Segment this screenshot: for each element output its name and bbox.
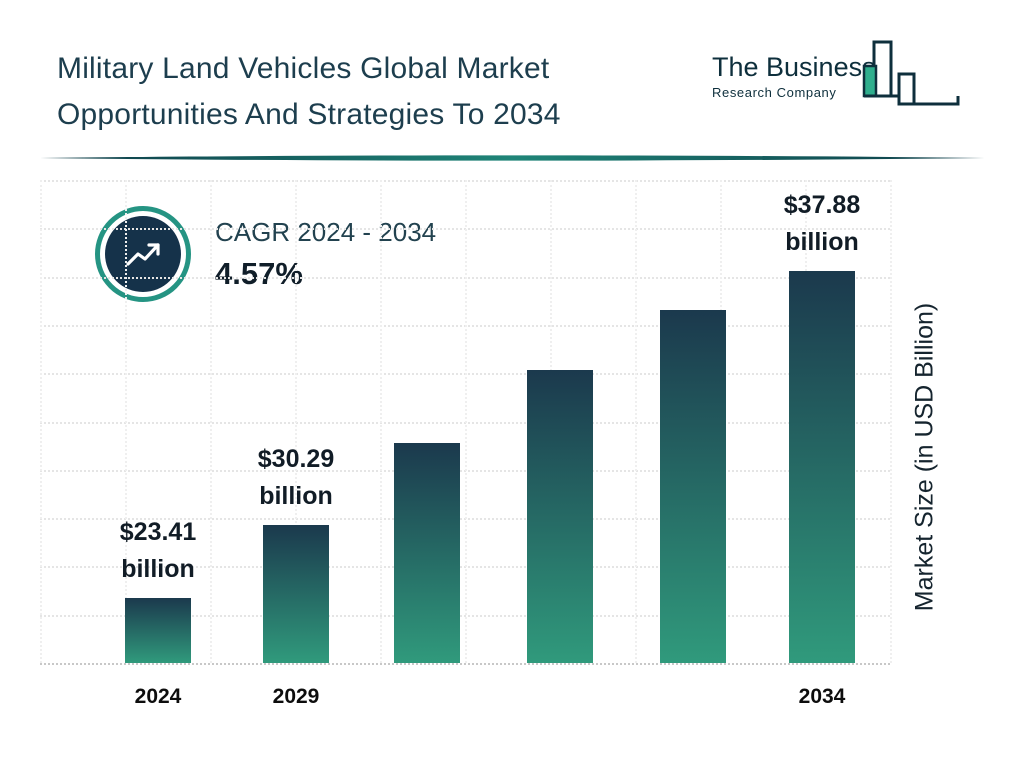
divider-line [40,155,985,161]
cagr-callout: CAGR 2024 - 2034 4.57% [95,206,436,302]
bar-unlabeled-5 [660,310,726,663]
bar-chart: $23.41 billion 2024 $30.29 billion 2029 $37.88… [40,180,892,708]
x-axis-tick-label: 2029 [272,685,320,708]
page-title-line1: Military Land Vehicles Global Market [57,52,550,85]
company-logo: The Business Research Company [712,52,876,100]
logo-name-line1: The Business [712,52,876,82]
v-gridline [295,180,297,663]
bar-2024 [125,598,191,663]
page-title: Military Land Vehicles Global Market Opp… [57,46,561,138]
bar-value-label: $30.29 billion [181,441,411,515]
v-gridline [890,180,892,663]
v-gridline [635,180,637,663]
v-gridline [40,180,42,663]
cagr-label: CAGR 2024 - 2034 [215,216,437,247]
bar-2029 [263,525,329,663]
bar-value-label: $37.88 billion [707,187,937,261]
bar-value-unit: billion [785,228,859,256]
bar-value-unit: billion [259,482,333,510]
cagr-value: 4.57% [215,255,303,291]
bar-unlabeled-3 [394,443,460,663]
bar-slot: $37.88 billion 2034 [784,180,860,708]
x-axis-tick-label: 2024 [134,685,182,708]
bar-chart-logo-icon [862,40,960,106]
logo-name-line2: Research Company [712,85,837,100]
bar-value-label: $23.41 billion [43,514,273,588]
bar-slot [660,180,726,663]
x-axis-baseline [40,663,890,665]
bar-unlabeled-4 [527,370,593,663]
bar-slot: $23.41 billion 2024 [120,180,196,708]
y-axis-label: Market Size (in USD Billion) [910,302,939,612]
bar-slot [527,180,593,663]
bar-value-unit: billion [121,555,195,583]
v-gridline [465,180,467,663]
v-gridline [210,180,212,663]
bar-2034 [789,271,855,663]
cagr-text: CAGR 2024 - 2034 4.57% [215,217,436,292]
bar-slot: $30.29 billion 2029 [258,180,334,708]
v-gridline [380,180,382,663]
bar-slot [394,180,460,663]
x-axis-tick-label: 2034 [798,685,846,708]
bar-value-amount: $30.29 [257,445,335,473]
bar-value-amount: $37.88 [783,191,861,219]
page-title-line2: Opportunities And Strategies To 2034 [57,98,561,131]
v-gridline [125,180,127,663]
bar-value-amount: $23.41 [119,518,197,546]
